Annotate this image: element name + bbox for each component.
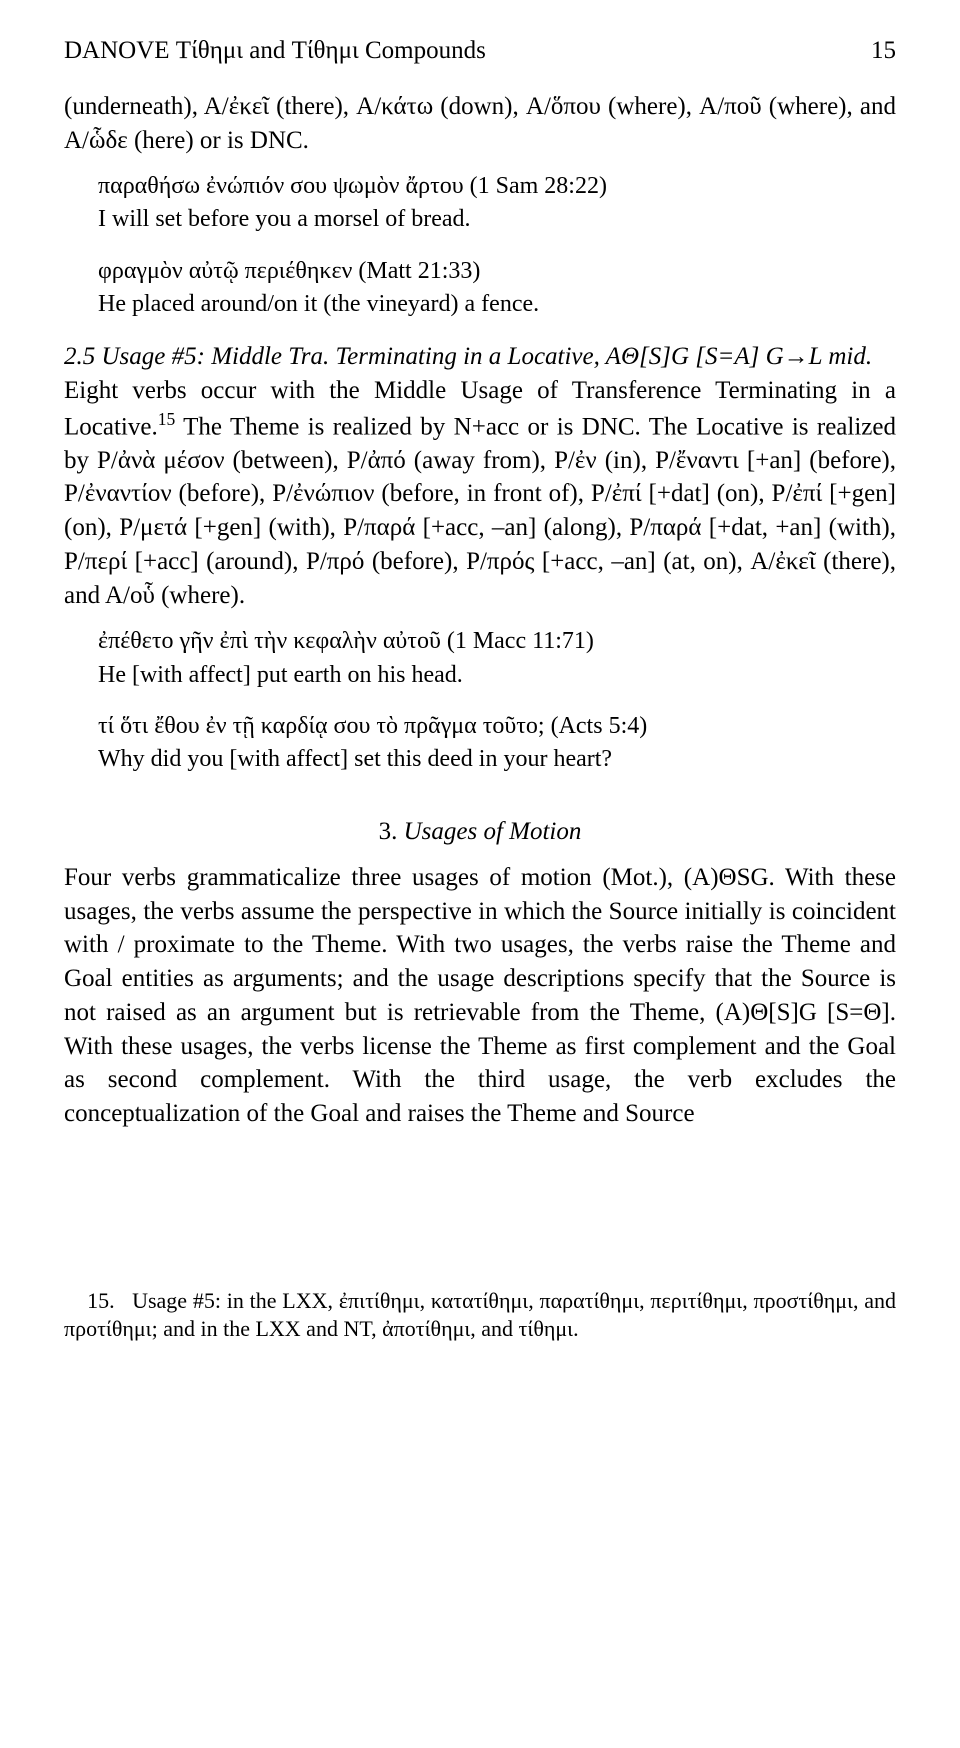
example-gloss-4: Why did you [with affect] set this deed … [98, 744, 896, 775]
section-3-period: . [391, 818, 404, 845]
example-greek-2: φραγμὸν αὐτῷ περιέθηκεν (Matt 21:33) [98, 256, 896, 287]
paragraph-usage5: 2.5 Usage #5: Middle Tra. Terminating in… [64, 340, 896, 612]
footnote-15: 15. Usage #5: in the LXX, ἐπιτίθημι, κατ… [64, 1287, 896, 1344]
footnote-15-marker: 15. [87, 1288, 115, 1313]
section-3-title: Usages of Motion [404, 818, 582, 845]
footnote-separator-space [64, 1145, 896, 1265]
example-greek-3: ἐπέθετο γῆν ἐπὶ τὴν κεφαλὴν αὐτοῦ (1 Mac… [98, 626, 896, 657]
paragraph-continuation: (underneath), A/ἐκεῖ (there), A/κάτω (do… [64, 90, 896, 158]
usage5-body-b: The Theme is realized by N+acc or is DNC… [64, 413, 896, 609]
example-gloss-1: I will set before you a morsel of bread. [98, 204, 896, 235]
paragraph-section3: Four verbs grammaticalize three usages o… [64, 861, 896, 1131]
section-3-number: 3 [379, 818, 392, 845]
example-greek-4: τί ὅτι ἔθου ἐν τῇ καρδίᾳ σου τὸ πρᾶγμα τ… [98, 711, 896, 742]
running-head: DANOVE Τίθημι and Τίθημι Compounds 15 [64, 34, 896, 68]
usage5-heading: 2.5 Usage #5: Middle Tra. Terminating in… [64, 343, 872, 370]
example-gloss-2: He placed around/on it (the vineyard) a … [98, 289, 896, 320]
footnote-15-text: Usage #5: in the LXX, ἐπιτίθημι, κατατίθ… [64, 1288, 896, 1342]
example-gloss-3: He [with affect] put earth on his head. [98, 660, 896, 691]
running-head-left: DANOVE Τίθημι and Τίθημι Compounds [64, 34, 856, 68]
section-3-heading: 3. Usages of Motion [64, 815, 896, 849]
example-greek-1: παραθήσω ἐνώπιόν σου ψωμὸν ἄρτου (1 Sam … [98, 171, 896, 202]
page-number: 15 [856, 34, 896, 68]
footnote-ref-15: 15 [158, 409, 176, 429]
